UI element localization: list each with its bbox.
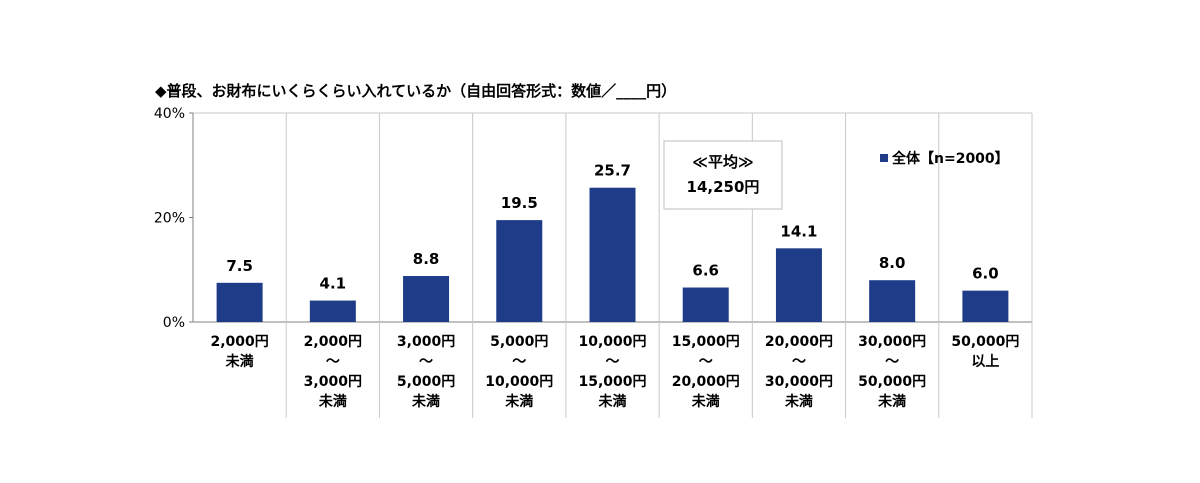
category-label: 30,000円 xyxy=(765,374,833,390)
y-tick-label: 0% xyxy=(163,315,185,331)
legend-label: 全体【n=2000】 xyxy=(891,150,1009,167)
chart-title: ◆普段、お財布にいくらくらい入れているか（自由回答形式：数値／____円） xyxy=(155,82,676,100)
category-label: 未満 xyxy=(692,393,720,410)
bar xyxy=(682,287,729,322)
category-label: 3,000円 xyxy=(304,374,362,390)
value-label: 8.8 xyxy=(413,250,440,268)
category-label: 未満 xyxy=(226,353,254,370)
category-label: 50,000円 xyxy=(858,374,926,390)
value-label: 6.0 xyxy=(972,265,999,283)
category-label: 5,000円 xyxy=(490,334,548,350)
average-annotation-value: 14,250円 xyxy=(687,178,760,196)
bar xyxy=(962,290,1009,322)
average-annotation-box xyxy=(663,140,783,210)
category-label: 未満 xyxy=(599,393,627,410)
average-annotation: ≪平均≫ 14,250円 xyxy=(663,140,783,210)
value-label: 8.0 xyxy=(879,254,906,272)
bars xyxy=(216,187,1009,322)
bar xyxy=(216,282,263,322)
bar xyxy=(309,300,356,322)
category-label: ～ xyxy=(606,354,620,370)
category-label: ～ xyxy=(419,354,433,370)
category-label: 未満 xyxy=(878,393,906,410)
category-label: 10,000円 xyxy=(578,334,646,350)
category-label: 10,000円 xyxy=(485,374,553,390)
value-label: 19.5 xyxy=(501,194,538,212)
category-label: 15,000円 xyxy=(578,374,646,390)
category-label: 未満 xyxy=(412,393,440,410)
category-label: 20,000円 xyxy=(672,374,740,390)
value-label: 14.1 xyxy=(780,222,817,240)
category-label: ～ xyxy=(792,354,806,370)
category-label: 2,000円 xyxy=(304,334,362,350)
category-label: ～ xyxy=(326,354,340,370)
category-label: ～ xyxy=(885,354,899,370)
category-label: 未満 xyxy=(319,393,347,410)
bar xyxy=(589,187,636,322)
y-tick-label: 20% xyxy=(154,211,185,227)
category-label: 50,000円 xyxy=(951,334,1019,350)
value-label: 4.1 xyxy=(320,275,347,293)
category-label: 2,000円 xyxy=(210,334,268,350)
category-label: 3,000円 xyxy=(397,334,455,350)
value-label: 25.7 xyxy=(594,162,631,180)
bar xyxy=(403,276,450,322)
average-annotation-title: ≪平均≫ xyxy=(692,153,753,171)
category-label: 未満 xyxy=(785,393,813,410)
bar xyxy=(496,220,543,322)
bar xyxy=(775,248,822,322)
category-label: 以上 xyxy=(971,354,999,370)
category-label: 未満 xyxy=(505,393,533,410)
category-label: ～ xyxy=(512,354,526,370)
value-label: 6.6 xyxy=(692,262,719,280)
legend: 全体【n=2000】 xyxy=(880,150,1009,167)
y-tick-label: 40% xyxy=(154,106,185,122)
category-labels: 2,000円未満2,000円～3,000円未満3,000円～5,000円未満5,… xyxy=(210,334,1019,410)
category-label: ～ xyxy=(699,354,713,370)
category-label: 5,000円 xyxy=(397,374,455,390)
value-label: 7.5 xyxy=(226,257,253,275)
value-labels: 7.5 4.1 8.8 19.5 25.7 6.6 14.1 8.0 6.0 xyxy=(226,162,998,293)
category-label: 15,000円 xyxy=(672,334,740,350)
bar xyxy=(869,280,916,322)
category-label: 20,000円 xyxy=(765,334,833,350)
y-axis-ticks: 0% 20% 40% xyxy=(154,106,185,331)
legend-swatch xyxy=(880,154,888,162)
category-label: 30,000円 xyxy=(858,334,926,350)
